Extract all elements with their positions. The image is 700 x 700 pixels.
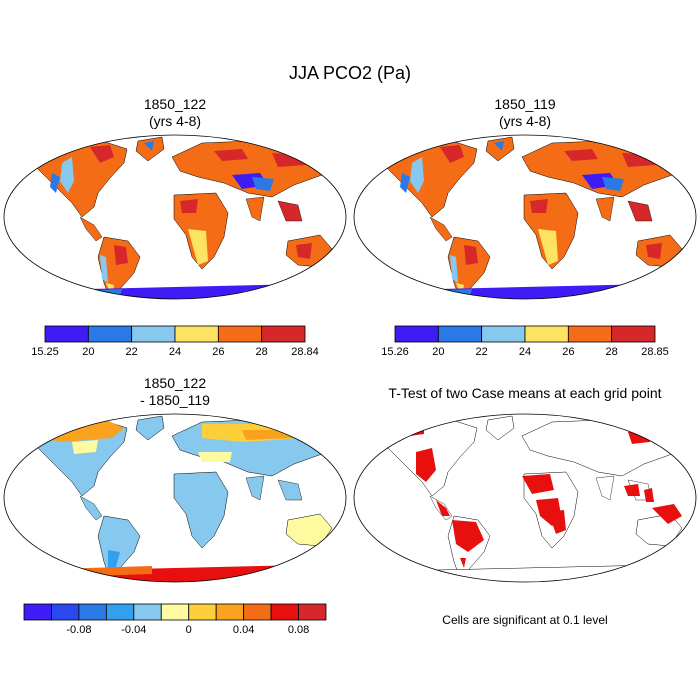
- colorbar-case1-tick-label: 28.84: [291, 346, 319, 358]
- colorbar-case2-swatch: [437, 325, 483, 343]
- colorbar-case1-swatch: [131, 325, 176, 343]
- panel-diff-title: 1850_122 - 1850_119: [75, 375, 275, 409]
- colorbar-diff-swatch: [215, 603, 245, 621]
- panel-case2-title-line2: (yrs 4-8): [498, 113, 552, 129]
- colorbar-diff-swatch: [133, 603, 162, 621]
- colorbar-diff-swatch: [270, 603, 299, 621]
- colorbar-diff-swatch: [243, 603, 272, 621]
- panel-case1-title-line2: (yrs 4-8): [148, 113, 202, 129]
- colorbar-case2-tick-label: 15.26: [381, 346, 409, 358]
- map-fill-case1: [4, 136, 346, 299]
- colorbar-diff-swatch: [160, 603, 190, 621]
- panel-case2-title: 1850_119 (yrs 4-8): [425, 96, 625, 130]
- colorbar-case1-tick-label: 22: [126, 346, 138, 358]
- colorbar-case1-swatch: [44, 325, 89, 343]
- colorbar-case1-tick-label: 28: [256, 346, 268, 358]
- colorbar-case1-swatch: [87, 325, 133, 343]
- colorbar-case2-swatch: [394, 325, 439, 343]
- figure-title: JJA PCO2 (Pa): [288, 63, 412, 83]
- colorbar-case2-swatch: [524, 325, 569, 343]
- panel-ttest-title: T-Test of two Case means at each grid po…: [388, 385, 662, 401]
- colorbar-diff-swatch: [23, 603, 52, 621]
- map-fill-ttest: [354, 415, 696, 582]
- colorbar-case2: 15.26 20 22 24 26 28 28.85: [381, 325, 669, 358]
- colorbar-case2-tick-label: 22: [476, 346, 488, 358]
- colorbar-case1: 15.25 20 22 24 26 28 28.84: [31, 325, 319, 358]
- colorbar-case2-swatch: [611, 325, 656, 343]
- colorbar-case1-tick-label: 26: [212, 346, 224, 358]
- colorbar-case1-swatch: [174, 325, 219, 343]
- colorbar-diff-swatch: [298, 603, 327, 621]
- panel-case1-title-line1: 1850_122: [143, 96, 207, 112]
- ttest-significance-note: Cells are significant at 0.1 level: [442, 613, 608, 627]
- colorbar-diff-tick-label: 0: [186, 624, 192, 636]
- colorbar-diff-tick-label: 0.08: [288, 624, 309, 636]
- colorbar-case2-tick-label: 26: [562, 346, 574, 358]
- map-panel-diff: [3, 413, 347, 583]
- colorbar-case1-tick-label: 24: [169, 346, 181, 358]
- panel-diff-title-line2: - 1850_119: [140, 392, 210, 408]
- colorbar-case2-tick-label: 20: [432, 346, 444, 358]
- panel-case2-title-line1: 1850_119: [494, 96, 556, 112]
- colorbar-case2-tick-label: 28.85: [641, 346, 669, 358]
- panel-diff-title-line1: 1850_122: [143, 375, 207, 391]
- colorbar-diff-tick-label: -0.08: [66, 624, 91, 636]
- colorbar-diff: -0.08 -0.04 0 0.04 0.08: [23, 603, 327, 636]
- colorbar-case2-swatch: [481, 325, 526, 343]
- panel-case1-title: 1850_122 (yrs 4-8): [75, 96, 275, 130]
- map-fill-diff: [4, 415, 346, 582]
- map-panel-case2: [353, 134, 697, 300]
- colorbar-case2-swatch: [567, 325, 613, 343]
- colorbar-diff-tick-label: 0.04: [233, 624, 254, 636]
- colorbar-case1-tick-label: 15.25: [31, 346, 59, 358]
- colorbar-diff-tick-label: -0.04: [121, 624, 146, 636]
- colorbar-case2-tick-label: 28: [606, 346, 618, 358]
- map-panel-ttest: [353, 413, 697, 583]
- colorbar-case2-tick-label: 24: [519, 346, 531, 358]
- map-panel-case1: [3, 134, 347, 300]
- colorbar-case1-swatch: [261, 325, 306, 343]
- colorbar-diff-swatch: [105, 603, 135, 621]
- colorbar-diff-swatch: [188, 603, 217, 621]
- colorbar-diff-swatch: [51, 603, 80, 621]
- colorbar-case1-swatch: [217, 325, 263, 343]
- map-fill-case2: [354, 136, 696, 299]
- colorbar-case1-tick-label: 20: [82, 346, 94, 358]
- colorbar-diff-swatch: [78, 603, 107, 621]
